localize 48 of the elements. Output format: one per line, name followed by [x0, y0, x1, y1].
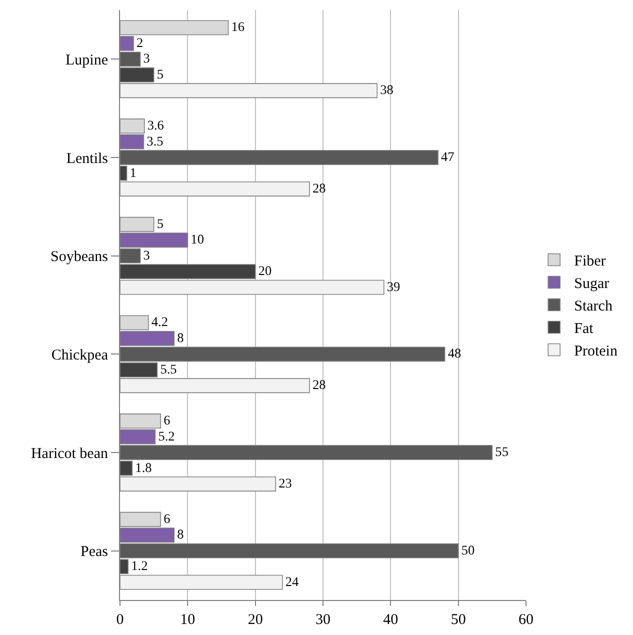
data-label: 5 [156, 216, 164, 231]
y-tick-label: Chickpea [51, 347, 108, 364]
data-label: 28 [312, 377, 326, 392]
data-label: 1.8 [135, 460, 152, 475]
data-label: 1.2 [131, 558, 148, 574]
y-tick-label: Peas [80, 544, 108, 560]
legend-label: Protein [574, 344, 618, 360]
data-label: 6 [164, 510, 171, 526]
data-label: 47 [441, 149, 455, 164]
data-label: 8 [177, 526, 184, 542]
y-tick-label: Lentils [66, 150, 108, 167]
data-label: 5.5 [160, 361, 178, 376]
legend-label: Sugar [574, 276, 610, 292]
data-label: 24 [285, 574, 300, 589]
x-tick-label: 10 [180, 612, 196, 628]
y-tick-label: Haricot bean [30, 446, 108, 462]
data-label: 39 [386, 278, 401, 294]
data-label: 6 [164, 412, 171, 428]
y-tick-label: Lupine [66, 52, 108, 68]
data-label: 3.5 [146, 133, 164, 148]
data-label: 23 [278, 476, 292, 491]
data-label: 48 [448, 346, 462, 361]
data-label: 2 [136, 34, 144, 50]
data-label: 38 [380, 82, 394, 98]
data-label: 8 [177, 330, 184, 345]
x-tick-label: 30 [316, 612, 330, 628]
data-label: 3 [143, 50, 150, 66]
data-label: 4.2 [151, 314, 168, 330]
y-tick-label: Soybeans [50, 249, 108, 266]
data-label: 5.2 [158, 428, 175, 444]
data-label: 3.6 [147, 118, 164, 133]
legend-label: Starch [574, 298, 613, 315]
data-label: 16 [231, 19, 245, 34]
legend-label: Fiber [574, 254, 606, 270]
data-label: 5 [156, 66, 164, 82]
data-label: 3 [143, 247, 150, 262]
x-tick-label: 0 [116, 612, 124, 628]
data-label: 55 [495, 444, 509, 460]
x-tick-label: 40 [383, 612, 398, 628]
x-tick-label: 20 [248, 612, 263, 628]
data-label: 1 [130, 164, 136, 180]
legend-label: Fat [574, 321, 594, 338]
x-tick-label: 60 [518, 612, 534, 628]
data-label: 10 [190, 232, 204, 247]
x-tick-label: 50 [450, 612, 466, 628]
data-label: 20 [258, 263, 272, 278]
data-label: 50 [461, 542, 475, 558]
data-label: 28 [312, 180, 326, 196]
